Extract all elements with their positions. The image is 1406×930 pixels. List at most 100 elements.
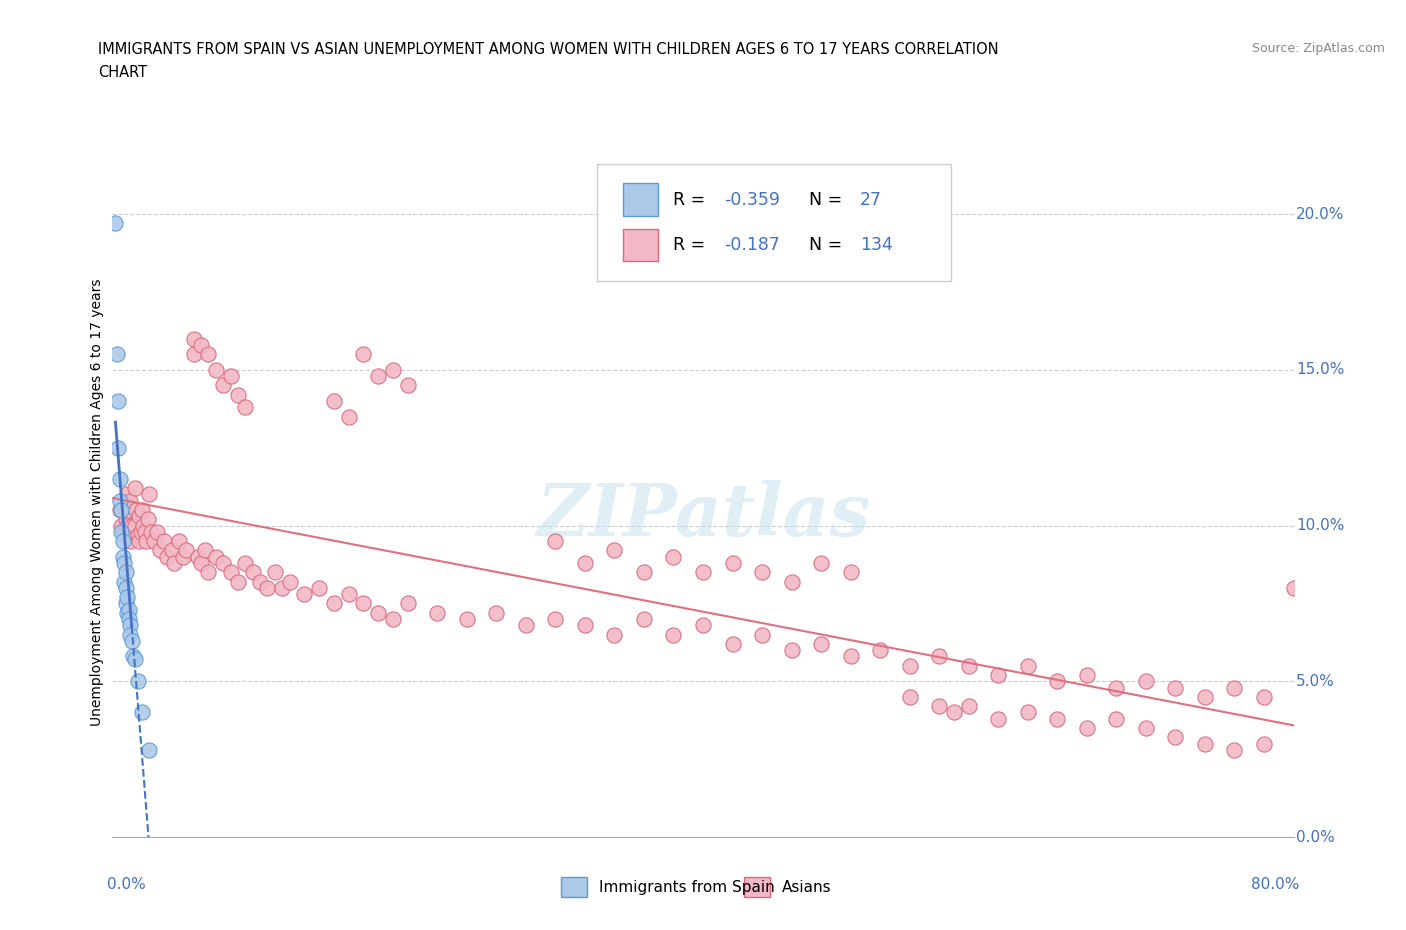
Point [352,347,374,362]
Point [957,698,980,713]
Point [129,525,152,539]
Point [1105,680,1128,695]
Point [112,574,135,589]
Point [183,331,205,346]
Point [367,368,389,383]
Point [167,534,190,549]
Point [122,525,145,539]
Point [721,555,744,570]
Point [134,525,156,539]
Point [120,493,142,508]
Point [942,705,965,720]
Point [138,742,160,757]
Point [1223,742,1246,757]
Point [197,347,219,362]
Point [105,347,128,362]
Point [810,555,832,570]
Point [108,502,131,517]
Point [136,512,159,526]
Point [780,574,803,589]
Point [928,649,950,664]
Point [111,525,134,539]
Point [382,612,405,627]
Point [114,512,136,526]
Point [603,627,626,642]
Point [1164,730,1187,745]
Point [292,587,315,602]
Point [190,338,212,352]
Y-axis label: Unemployment Among Women with Children Ages 6 to 17 years: Unemployment Among Women with Children A… [90,278,104,726]
Point [226,574,249,589]
Text: 27: 27 [860,191,882,208]
Text: -0.187: -0.187 [724,236,780,254]
Point [337,587,360,602]
Point [396,596,419,611]
Point [117,518,138,533]
Point [633,565,655,579]
Text: -0.359: -0.359 [724,191,780,208]
Point [183,347,205,362]
Point [662,550,685,565]
Point [190,555,212,570]
Text: 0.0%: 0.0% [1296,830,1334,844]
Point [117,605,138,620]
Point [1046,711,1069,726]
Text: CHART: CHART [98,65,148,80]
Point [110,525,132,539]
Point [1282,580,1305,595]
Point [125,502,148,517]
Point [1076,668,1098,683]
Point [138,487,160,502]
Text: 20.0%: 20.0% [1296,206,1344,221]
Point [456,612,478,627]
Point [132,518,155,533]
Point [485,605,508,620]
Point [1017,658,1039,673]
Point [987,711,1010,726]
Point [212,555,235,570]
Point [107,393,129,408]
Point [271,580,294,595]
Point [120,627,142,642]
Point [172,550,194,565]
Point [780,643,803,658]
Point [139,525,162,539]
Point [110,518,132,533]
Point [219,368,242,383]
Point [1194,737,1216,751]
Point [205,363,228,378]
Point [226,387,249,402]
Point [124,481,146,496]
Point [127,527,149,542]
Point [352,596,374,611]
Point [323,596,346,611]
Point [212,378,235,392]
Point [396,378,419,392]
Text: 0.0%: 0.0% [107,877,145,892]
Point [574,555,596,570]
Point [692,565,714,579]
Point [869,643,891,658]
Point [163,555,186,570]
Text: Immigrants from Spain: Immigrants from Spain [599,880,775,895]
Point [751,627,773,642]
Text: 5.0%: 5.0% [1296,673,1334,689]
Point [1253,737,1275,751]
Point [898,689,921,704]
Text: IMMIGRANTS FROM SPAIN VS ASIAN UNEMPLOYMENT AMONG WOMEN WITH CHILDREN AGES 6 TO : IMMIGRANTS FROM SPAIN VS ASIAN UNEMPLOYM… [98,42,1000,57]
Point [153,534,176,549]
Point [112,527,135,542]
Point [1135,721,1157,736]
Text: 15.0%: 15.0% [1296,363,1344,378]
Point [114,580,136,595]
Point [135,534,157,549]
Point [1223,680,1246,695]
Point [898,658,921,673]
Text: 80.0%: 80.0% [1251,877,1299,892]
Point [337,409,360,424]
Point [124,652,146,667]
Point [721,636,744,651]
Point [194,543,217,558]
Point [308,580,330,595]
Text: 10.0%: 10.0% [1296,518,1344,533]
